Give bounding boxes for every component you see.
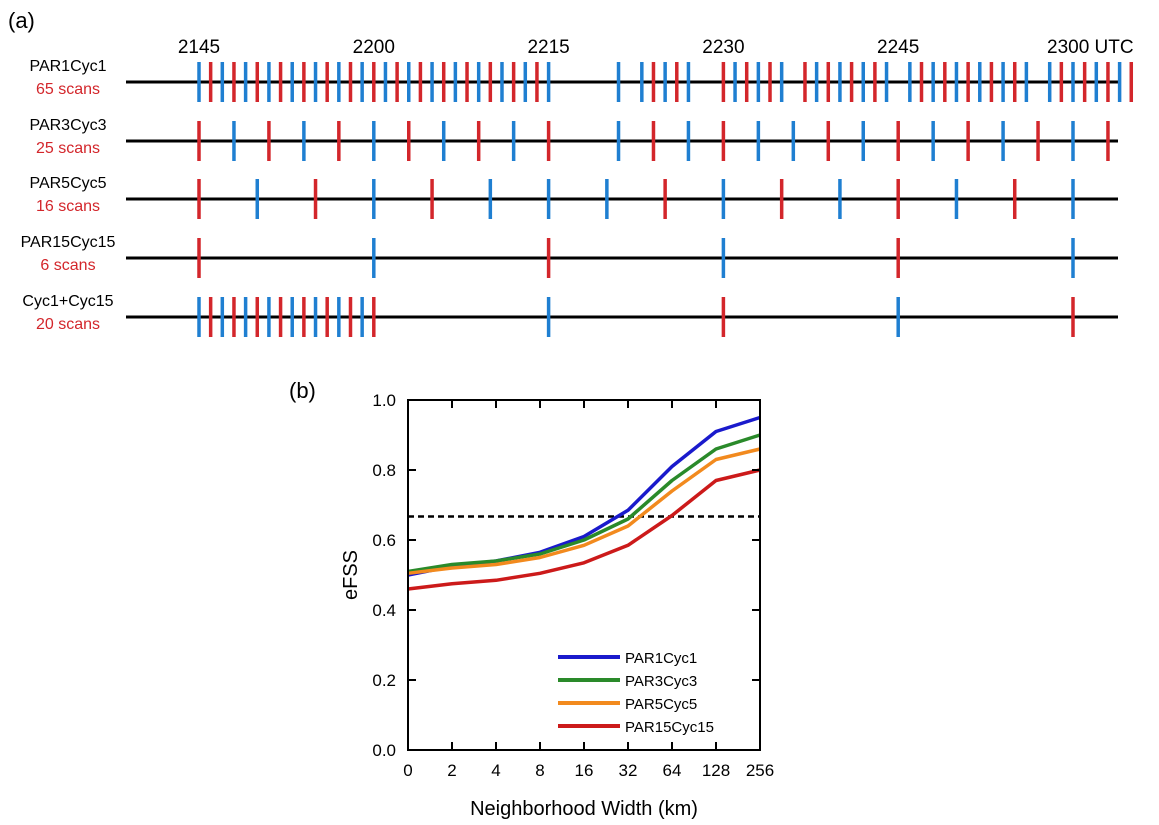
series-line-par1cyc1 bbox=[407, 415, 761, 577]
row-name: PAR15Cyc15 bbox=[21, 234, 116, 251]
panel-a-timeline: (a) 2145 2200 2215 2230 2245 2300 UTC PAR1Cyc… bbox=[8, 8, 1134, 337]
row-name: PAR3Cyc3 bbox=[29, 117, 106, 134]
x-tick-label: 16 bbox=[575, 761, 594, 780]
timeline-row: PAR5Cyc5 16 scans bbox=[29, 175, 1118, 219]
y-tick-label: 0.0 bbox=[372, 741, 396, 760]
row-name: Cyc1+Cyc15 bbox=[22, 293, 113, 310]
timeline-row: PAR15Cyc15 6 scans bbox=[21, 234, 1118, 278]
y-tick-label: 1.0 bbox=[372, 391, 396, 410]
row-name: PAR5Cyc5 bbox=[29, 175, 106, 192]
x-tick-label: 256 bbox=[746, 761, 774, 780]
legend-label: PAR5Cyc5 bbox=[625, 696, 697, 713]
x-tick-label: 64 bbox=[663, 761, 682, 780]
time-tick-label: 2145 bbox=[178, 37, 220, 58]
row-scan-count: 16 scans bbox=[36, 198, 100, 215]
series-line-par15cyc15 bbox=[407, 468, 761, 591]
time-tick-label: 2245 bbox=[877, 37, 919, 58]
time-tick-label: 2200 bbox=[353, 37, 395, 58]
timeline-row: PAR3Cyc3 25 scans bbox=[29, 117, 1118, 161]
legend-label: PAR3Cyc3 bbox=[625, 673, 697, 690]
legend: PAR1Cyc1 PAR3Cyc3 PAR5Cyc5 PAR15Cyc15 bbox=[558, 650, 714, 736]
time-tick-label: 2230 bbox=[702, 37, 744, 58]
time-tick-labels: 2145 2200 2215 2230 2245 2300 UTC bbox=[178, 37, 1134, 58]
row-scan-count: 6 scans bbox=[40, 257, 95, 274]
series-line-par3cyc3 bbox=[407, 433, 761, 574]
x-tick-label: 128 bbox=[702, 761, 730, 780]
plot-frame bbox=[407, 399, 761, 751]
x-tick-label: 0 bbox=[403, 761, 412, 780]
x-axis-title: Neighborhood Width (km) bbox=[470, 798, 698, 820]
x-tick-label: 32 bbox=[619, 761, 638, 780]
timeline-row: Cyc1+Cyc15 20 scans bbox=[22, 293, 1118, 337]
panel-b-label: (b) bbox=[289, 378, 316, 403]
plot-area: 0.0 0.2 0.4 0.6 0.8 1.0 0 2 4 8 16 32 64 128 256 Neighb… bbox=[340, 391, 774, 820]
panel-b-efss-chart: (b) 0.0 0.2 0.4 0.6 0.8 1.0 0 2 4 8 16 32 64 128 256 Ne… bbox=[289, 378, 774, 820]
y-tick-label: 0.8 bbox=[372, 461, 396, 480]
timeline-rows: PAR1Cyc1 65 scans PAR3Cyc3 25 scans PAR5Cyc5… bbox=[21, 58, 1134, 337]
time-tick-label: 2300 UTC bbox=[1047, 37, 1134, 58]
y-tick-label: 0.2 bbox=[372, 671, 396, 690]
row-scan-count: 65 scans bbox=[36, 81, 100, 98]
y-tick-label: 0.6 bbox=[372, 531, 396, 550]
x-tick-label: 4 bbox=[491, 761, 500, 780]
legend-label: PAR15Cyc15 bbox=[625, 719, 714, 736]
y-axis-title: eFSS bbox=[340, 550, 362, 600]
time-tick-label: 2215 bbox=[527, 37, 569, 58]
legend-label: PAR1Cyc1 bbox=[625, 650, 697, 667]
row-scan-count: 25 scans bbox=[36, 140, 100, 157]
row-name: PAR1Cyc1 bbox=[29, 58, 106, 75]
y-tick-label: 0.4 bbox=[372, 601, 396, 620]
row-scan-count: 20 scans bbox=[36, 316, 100, 333]
series-line-par5cyc5 bbox=[407, 447, 761, 576]
timeline-row: PAR1Cyc1 65 scans bbox=[29, 58, 1134, 102]
x-tick-label: 8 bbox=[535, 761, 544, 780]
x-tick-label: 2 bbox=[447, 761, 456, 780]
panel-a-label: (a) bbox=[8, 8, 35, 33]
